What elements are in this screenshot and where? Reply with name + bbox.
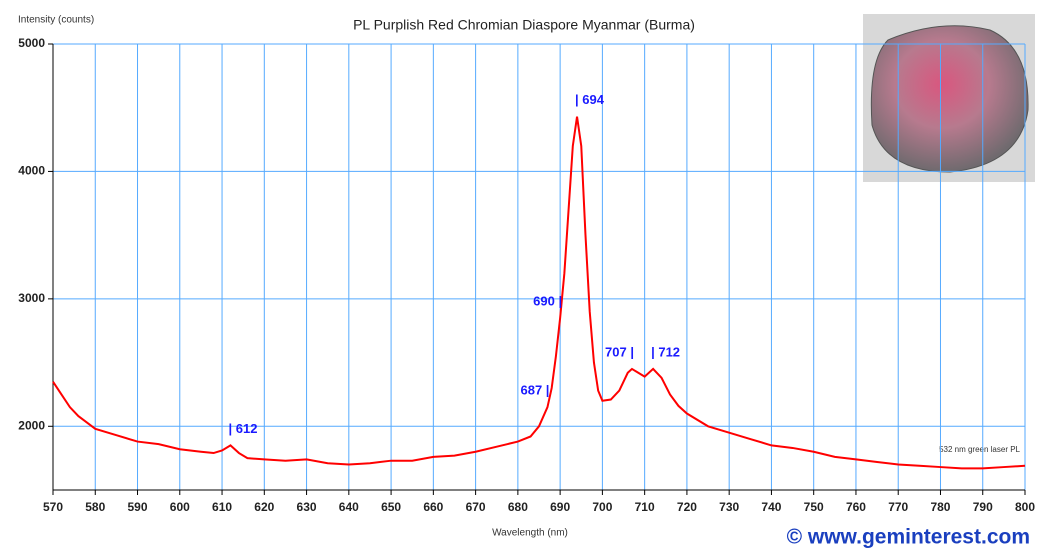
x-tick-label: 780 (930, 500, 950, 514)
x-tick-label: 660 (423, 500, 443, 514)
x-axis-label: Wavelength (nm) (492, 528, 568, 539)
spectrum-line (52, 116, 1026, 470)
x-tick-label: 760 (846, 500, 866, 514)
x-tick-label: 770 (888, 500, 908, 514)
note: 532 nm green laser PL (939, 445, 1020, 454)
peak-label: | 694 (575, 92, 605, 107)
y-tick-label: 2000 (18, 418, 45, 432)
x-tick-label: 710 (635, 500, 655, 514)
x-tick-label: 800 (1015, 500, 1035, 514)
gem-photo (863, 14, 1035, 182)
x-tick-label: 690 (550, 500, 570, 514)
y-axis-label: Intensity (counts) (18, 15, 94, 26)
y-tick-label: 3000 (18, 291, 45, 305)
x-tick-label: 670 (466, 500, 486, 514)
y-tick-label: 5000 (18, 36, 45, 50)
x-tick-label: 750 (804, 500, 824, 514)
x-tick-label: 640 (339, 500, 359, 514)
x-tick-label: 630 (297, 500, 317, 514)
x-tick-label: 730 (719, 500, 739, 514)
peak-label: | 712 (651, 344, 680, 359)
x-tick-label: 680 (508, 500, 528, 514)
peak-label: 707 | (605, 344, 634, 359)
x-tick-label: 590 (128, 500, 148, 514)
peak-label: 687 | (520, 383, 549, 398)
x-tick-label: 620 (254, 500, 274, 514)
y-tick-label: 4000 (18, 164, 45, 178)
x-tick-label: 700 (592, 500, 612, 514)
x-tick-label: 790 (973, 500, 993, 514)
gem (870, 25, 1029, 173)
x-tick-label: 720 (677, 500, 697, 514)
x-tick-label: 650 (381, 500, 401, 514)
x-tick-label: 740 (761, 500, 781, 514)
x-tick-label: 580 (85, 500, 105, 514)
chart-title: PL Purplish Red Chromian Diaspore Myanma… (353, 17, 695, 33)
x-tick-label: 600 (170, 500, 190, 514)
x-tick-label: 570 (43, 500, 63, 514)
credit: © www.geminterest.com (787, 526, 1030, 549)
x-tick-label: 610 (212, 500, 232, 514)
peak-label: | 612 (228, 421, 257, 436)
peak-label: 690 | (533, 293, 562, 308)
